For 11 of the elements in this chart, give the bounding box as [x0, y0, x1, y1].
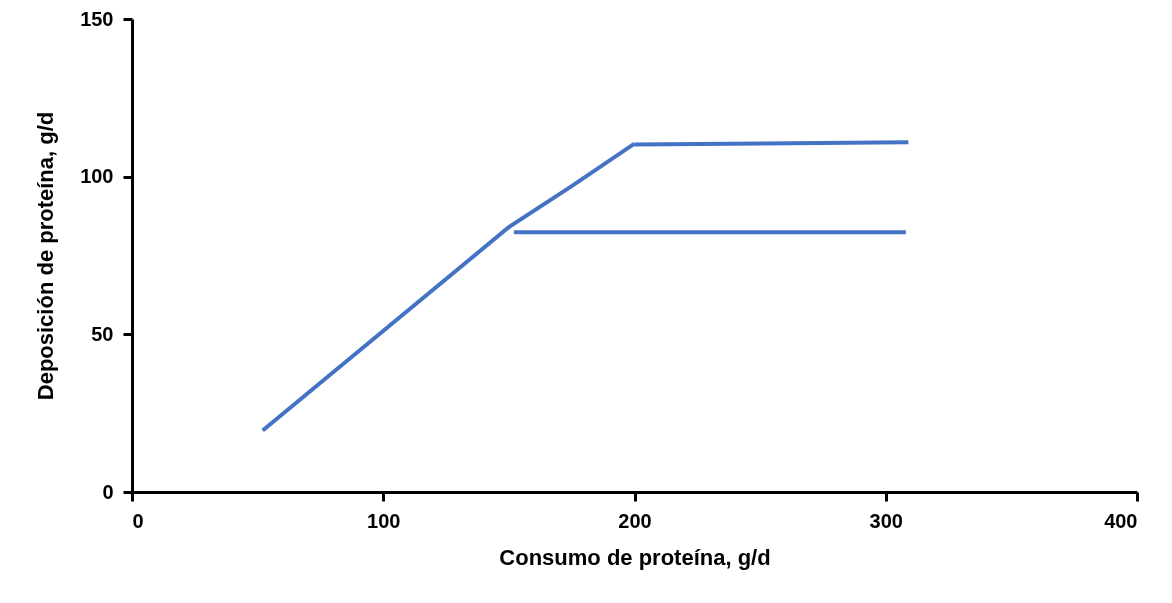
x-axis-title: Consumo de proteína, g/d — [499, 544, 771, 570]
y-tick-label: 0 — [102, 480, 114, 503]
y-axis-title: Deposición de proteína, g/d — [33, 111, 59, 401]
y-tick-label: 150 — [80, 7, 114, 30]
x-tick-label: 400 — [1104, 509, 1138, 532]
y-tick-label: 100 — [80, 165, 114, 188]
y-tick-label: 50 — [91, 322, 114, 345]
x-tick-label: 300 — [869, 509, 903, 532]
x-tick-label: 200 — [618, 509, 652, 532]
x-tick-label: 100 — [367, 509, 401, 532]
x-tick-label: 0 — [132, 509, 144, 532]
